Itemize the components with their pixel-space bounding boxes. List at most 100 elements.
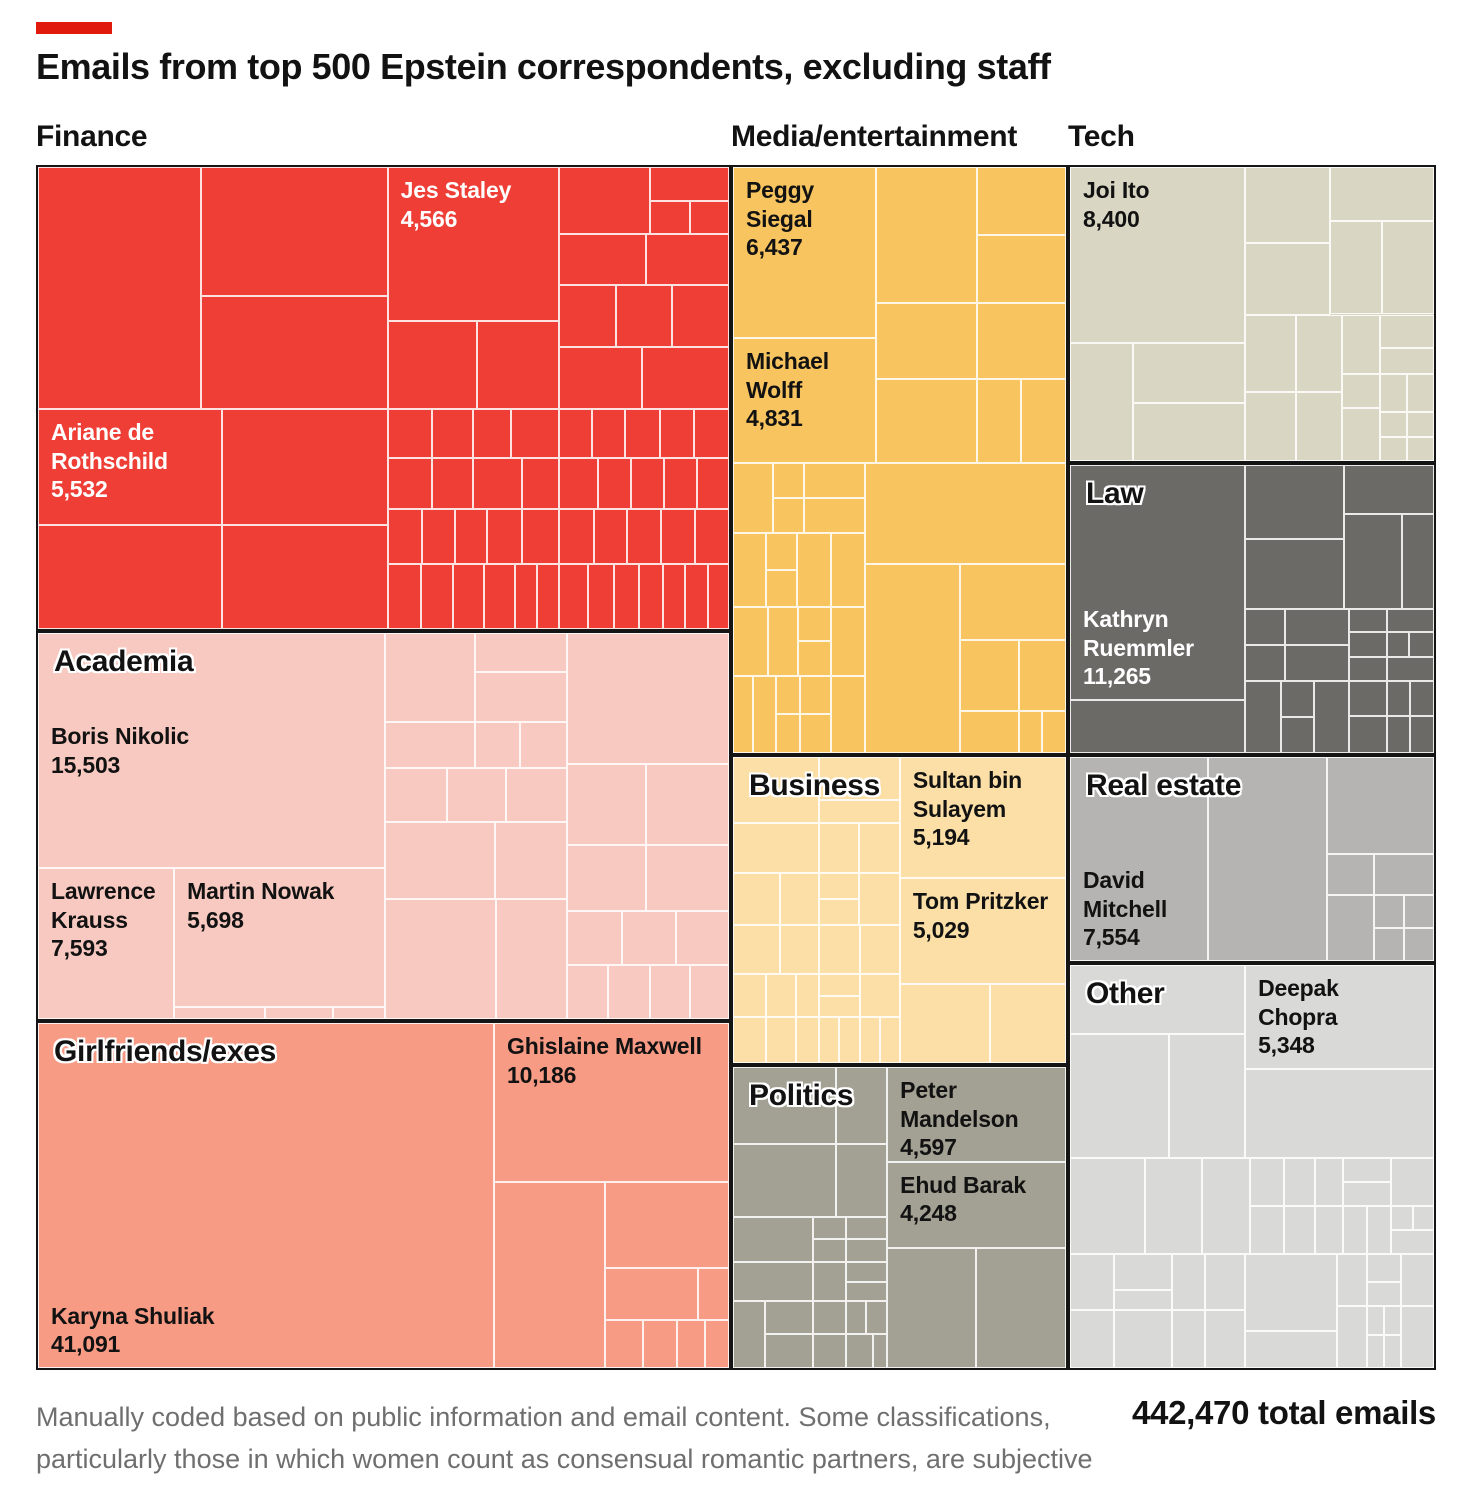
- treemap-cell: [752, 676, 777, 753]
- treemap-cell: [566, 910, 622, 965]
- treemap-cell: [804, 462, 865, 499]
- treemap-cell: [960, 710, 1020, 753]
- treemap-cell: [1386, 715, 1411, 753]
- treemap-cell: [1113, 1310, 1172, 1368]
- section-academia: Boris Nikolic 15,503 Lawrence Krauss 7,593 M…: [36, 631, 731, 1021]
- treemap-cell: [1245, 645, 1285, 681]
- treemap-cell: [384, 721, 475, 769]
- cell-label: Tom Pritzker 5,029: [901, 879, 1060, 952]
- treemap-cell: [1413, 1205, 1434, 1231]
- treemap-cell: [1313, 681, 1349, 753]
- treemap-cell: [1348, 609, 1387, 633]
- section-other: Deepak Chopra 5,348 Other: [1068, 963, 1436, 1370]
- treemap-cell: [474, 633, 567, 672]
- treemap-cell: [1348, 656, 1387, 681]
- treemap-cell: [835, 1144, 888, 1217]
- treemap-cell: [799, 676, 832, 715]
- treemap-cell: [661, 508, 696, 565]
- treemap-cell: [704, 1319, 729, 1368]
- cell-person-name: Joi Ito: [1083, 177, 1150, 203]
- treemap-cell: [765, 569, 797, 608]
- treemap-cell: [846, 1301, 867, 1335]
- cell-ghislaine-maxwell: Ghislaine Maxwell 10,186: [494, 1023, 729, 1182]
- treemap-cell: [812, 1301, 847, 1335]
- treemap-cell: [387, 320, 478, 410]
- treemap-cell: [960, 640, 1020, 711]
- treemap-cell: [1404, 927, 1434, 961]
- treemap-cell: [604, 1181, 729, 1268]
- treemap-cell: [694, 409, 729, 459]
- treemap-cell: [804, 498, 865, 533]
- treemap-cell: [733, 462, 773, 533]
- treemap-cell: [566, 633, 729, 765]
- treemap-cell: [625, 409, 660, 459]
- cell-karyna-shuliak: Karyna Shuliak 41,091: [38, 1023, 495, 1368]
- treemap-cell: [1245, 392, 1296, 461]
- treemap-cell: [1380, 436, 1408, 461]
- treemap-cell: [1171, 1310, 1205, 1368]
- treemap-cell: [1042, 710, 1066, 753]
- treemap-cell: [1367, 1334, 1385, 1368]
- group-header-finance: Finance: [36, 120, 148, 153]
- treemap-cell: [514, 564, 537, 629]
- treemap-cell: [1204, 1253, 1245, 1311]
- treemap-cell: [387, 409, 432, 459]
- treemap-cell: [174, 1007, 265, 1019]
- treemap-cell: [796, 1017, 819, 1063]
- cell-tom-pritzker: Tom Pritzker 5,029: [899, 878, 1066, 985]
- treemap-cell: [1342, 315, 1381, 374]
- treemap-cell: [689, 200, 729, 234]
- treemap-cell: [864, 564, 961, 753]
- cell-email-count: 8,400: [1083, 205, 1140, 232]
- treemap-cell: [1295, 315, 1343, 393]
- treemap-cell: [1407, 373, 1434, 413]
- treemap-cell: [662, 564, 686, 629]
- cell-ariane-de-rothschild: Ariane de Rothschild 5,532: [38, 409, 222, 526]
- treemap-cell: [1344, 514, 1402, 609]
- cell-label: Peter Mandelson 4,597: [888, 1068, 1065, 1161]
- treemap-cell: [593, 508, 627, 565]
- treemap-cell: [1401, 1253, 1434, 1307]
- treemap-cell: [1244, 1253, 1337, 1331]
- treemap-cell: [1326, 757, 1434, 855]
- treemap-cell: [1330, 167, 1434, 221]
- treemap-cell: [505, 768, 567, 823]
- treemap-cell: [859, 974, 900, 1018]
- treemap-cell: [559, 284, 616, 348]
- group-header-media-entertainment: Media/entertainment: [731, 120, 1018, 153]
- treemap-cell: [1019, 710, 1043, 753]
- cell-label: Ariane de Rothschild 5,532: [39, 410, 221, 512]
- treemap-cell: [452, 564, 484, 629]
- treemap-cell: [521, 458, 559, 509]
- treemap-cell: [650, 167, 729, 201]
- treemap-cell: [1133, 403, 1246, 461]
- treemap-cell: [614, 564, 640, 629]
- cell-label: Deepak Chopra 5,348: [1246, 966, 1433, 1068]
- cell-label: Boris Nikolic 15,503: [39, 714, 201, 787]
- treemap-cell: [1342, 373, 1381, 409]
- group-header-real-estate: Real estate: [1086, 769, 1242, 802]
- cell-email-count: 4,597: [900, 1134, 957, 1161]
- page-title: Emails from top 500 Epstein corresponden…: [36, 46, 1051, 87]
- treemap-cell: [1315, 1158, 1343, 1206]
- treemap-cell: [474, 671, 567, 722]
- treemap-cell: [477, 320, 559, 410]
- treemap-cell: [859, 925, 900, 975]
- treemap-cell: [1386, 681, 1411, 716]
- treemap-cell: [1342, 408, 1381, 461]
- treemap-cell: [1208, 757, 1327, 961]
- cell-sultan-bin-sulayem: Sultan bin Sulayem 5,194: [899, 757, 1066, 879]
- treemap-cell: [766, 1017, 797, 1063]
- cell-email-count: 5,532: [51, 476, 108, 503]
- treemap-cell: [838, 1017, 860, 1063]
- treemap-cell: [650, 200, 690, 234]
- treemap-cell: [1381, 220, 1434, 314]
- section-finance: Jes Staley 4,566 Ariane de Rothschild 5,532: [36, 165, 731, 631]
- treemap-cell: [1315, 1205, 1343, 1254]
- treemap-cell: [1245, 681, 1282, 753]
- cell-label: Karyna Shuliak 41,091: [39, 1294, 226, 1367]
- treemap-cell: [1281, 717, 1314, 753]
- cell-person-name: Peggy Siegal: [746, 177, 815, 232]
- treemap-cell: [831, 607, 865, 677]
- treemap-cell: [1336, 1306, 1368, 1368]
